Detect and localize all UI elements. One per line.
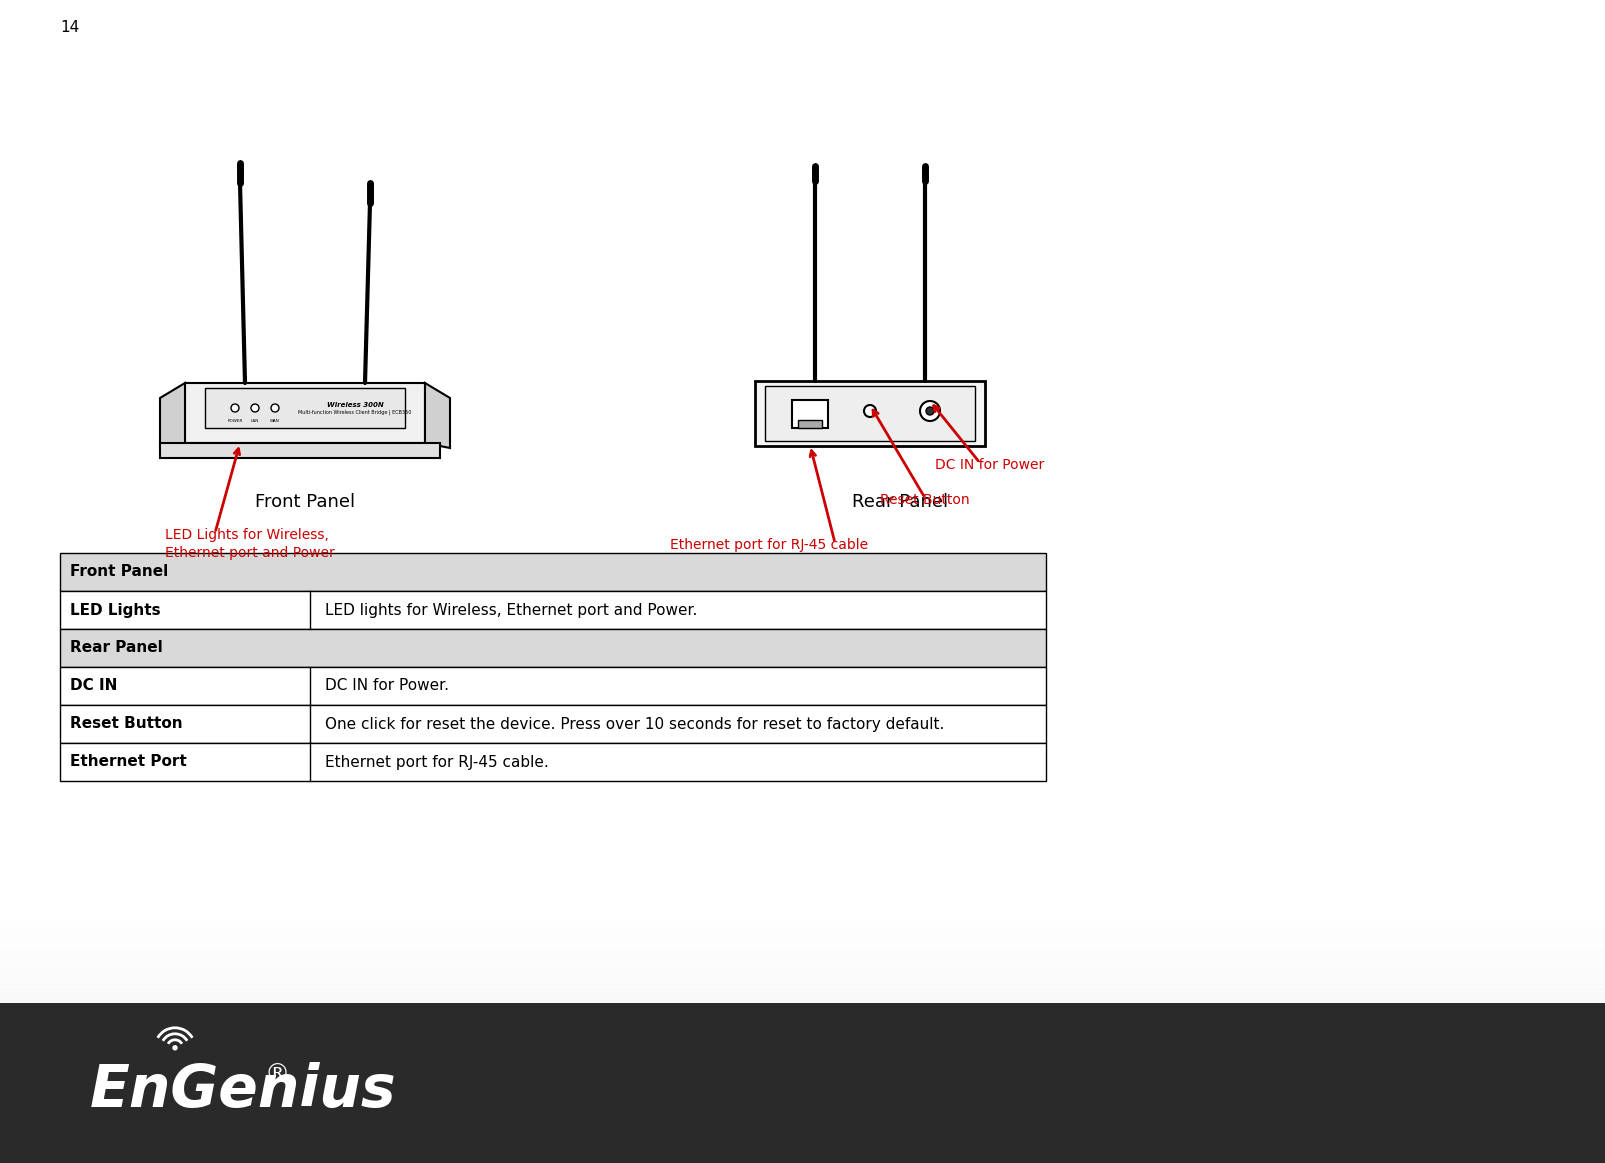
Bar bbox=[0, 972, 1605, 975]
Text: Reset Button: Reset Button bbox=[71, 716, 183, 732]
Text: Ethernet port for RJ-45 cable: Ethernet port for RJ-45 cable bbox=[669, 538, 868, 552]
Bar bbox=[764, 385, 974, 441]
Bar bbox=[754, 380, 984, 445]
Text: LED lights for Wireless, Ethernet port and Power.: LED lights for Wireless, Ethernet port a… bbox=[324, 602, 697, 618]
Bar bbox=[0, 923, 1605, 927]
Bar bbox=[0, 946, 1605, 949]
Text: LAN: LAN bbox=[250, 419, 258, 423]
Bar bbox=[0, 950, 1605, 952]
Bar bbox=[160, 443, 440, 458]
Bar bbox=[791, 400, 828, 428]
Bar bbox=[0, 939, 1605, 941]
Bar bbox=[0, 992, 1605, 996]
Circle shape bbox=[231, 404, 239, 412]
Bar bbox=[0, 932, 1605, 935]
Bar bbox=[0, 926, 1605, 929]
Text: EnGenius: EnGenius bbox=[90, 1063, 396, 1120]
Bar bbox=[205, 388, 404, 428]
Bar bbox=[0, 954, 1605, 957]
Circle shape bbox=[926, 407, 934, 415]
Bar bbox=[59, 668, 1045, 705]
Bar bbox=[59, 629, 1045, 668]
Text: Ethernet Port: Ethernet Port bbox=[71, 755, 186, 770]
Text: Rear Panel: Rear Panel bbox=[71, 641, 162, 656]
Text: Wireless 300N: Wireless 300N bbox=[326, 402, 384, 408]
Bar bbox=[0, 930, 1605, 933]
Bar bbox=[0, 948, 1605, 951]
Bar bbox=[0, 934, 1605, 937]
Bar bbox=[0, 956, 1605, 959]
Text: DC IN for Power.: DC IN for Power. bbox=[324, 678, 449, 693]
Bar bbox=[0, 989, 1605, 991]
Bar bbox=[0, 968, 1605, 971]
Text: Front Panel: Front Panel bbox=[255, 493, 355, 511]
Bar bbox=[0, 966, 1605, 969]
Bar bbox=[0, 928, 1605, 932]
Text: 14: 14 bbox=[59, 20, 79, 35]
Bar bbox=[0, 942, 1605, 946]
Bar bbox=[0, 998, 1605, 1001]
Bar bbox=[0, 980, 1605, 983]
Circle shape bbox=[250, 404, 258, 412]
Bar bbox=[0, 936, 1605, 939]
Bar bbox=[0, 922, 1605, 925]
Text: Ethernet port for RJ-45 cable.: Ethernet port for RJ-45 cable. bbox=[324, 755, 549, 770]
Text: Rear Panel: Rear Panel bbox=[851, 493, 947, 511]
Bar bbox=[0, 973, 1605, 977]
Bar bbox=[0, 986, 1605, 989]
Text: DC IN for Power: DC IN for Power bbox=[934, 458, 1043, 472]
Bar bbox=[0, 959, 1605, 963]
Text: Multi-function Wireless Client Bridge | ECB350: Multi-function Wireless Client Bridge | … bbox=[299, 409, 411, 415]
Text: ®: ® bbox=[265, 1063, 291, 1087]
Polygon shape bbox=[160, 383, 185, 448]
Text: One click for reset the device. Press over 10 seconds for reset to factory defau: One click for reset the device. Press ov… bbox=[324, 716, 944, 732]
Bar bbox=[0, 990, 1605, 993]
Bar bbox=[0, 962, 1605, 965]
Circle shape bbox=[920, 401, 939, 421]
Bar bbox=[0, 958, 1605, 961]
Circle shape bbox=[173, 1046, 177, 1050]
Bar bbox=[59, 743, 1045, 782]
Text: POWER: POWER bbox=[228, 419, 242, 423]
Bar bbox=[0, 952, 1605, 955]
Circle shape bbox=[863, 405, 875, 418]
Bar bbox=[59, 705, 1045, 743]
Text: Front Panel: Front Panel bbox=[71, 564, 169, 579]
Bar bbox=[0, 978, 1605, 982]
Bar bbox=[0, 994, 1605, 997]
Text: DC IN: DC IN bbox=[71, 678, 117, 693]
Bar bbox=[185, 383, 425, 443]
Bar bbox=[0, 982, 1605, 985]
Bar bbox=[0, 976, 1605, 979]
Text: WAN: WAN bbox=[270, 419, 279, 423]
Bar bbox=[0, 1000, 1605, 1003]
Bar bbox=[0, 970, 1605, 973]
Bar bbox=[0, 964, 1605, 966]
Circle shape bbox=[271, 404, 279, 412]
Bar bbox=[798, 420, 822, 428]
Bar bbox=[59, 591, 1045, 629]
Bar bbox=[0, 944, 1605, 947]
Bar bbox=[0, 984, 1605, 987]
Bar bbox=[0, 1003, 1605, 1163]
Bar bbox=[0, 940, 1605, 943]
Polygon shape bbox=[425, 383, 449, 448]
Text: LED Lights for Wireless,
Ethernet port and Power: LED Lights for Wireless, Ethernet port a… bbox=[165, 528, 334, 561]
Bar bbox=[59, 552, 1045, 591]
Text: LED Lights: LED Lights bbox=[71, 602, 160, 618]
Text: Reset Button: Reset Button bbox=[880, 493, 969, 507]
Bar bbox=[0, 996, 1605, 999]
